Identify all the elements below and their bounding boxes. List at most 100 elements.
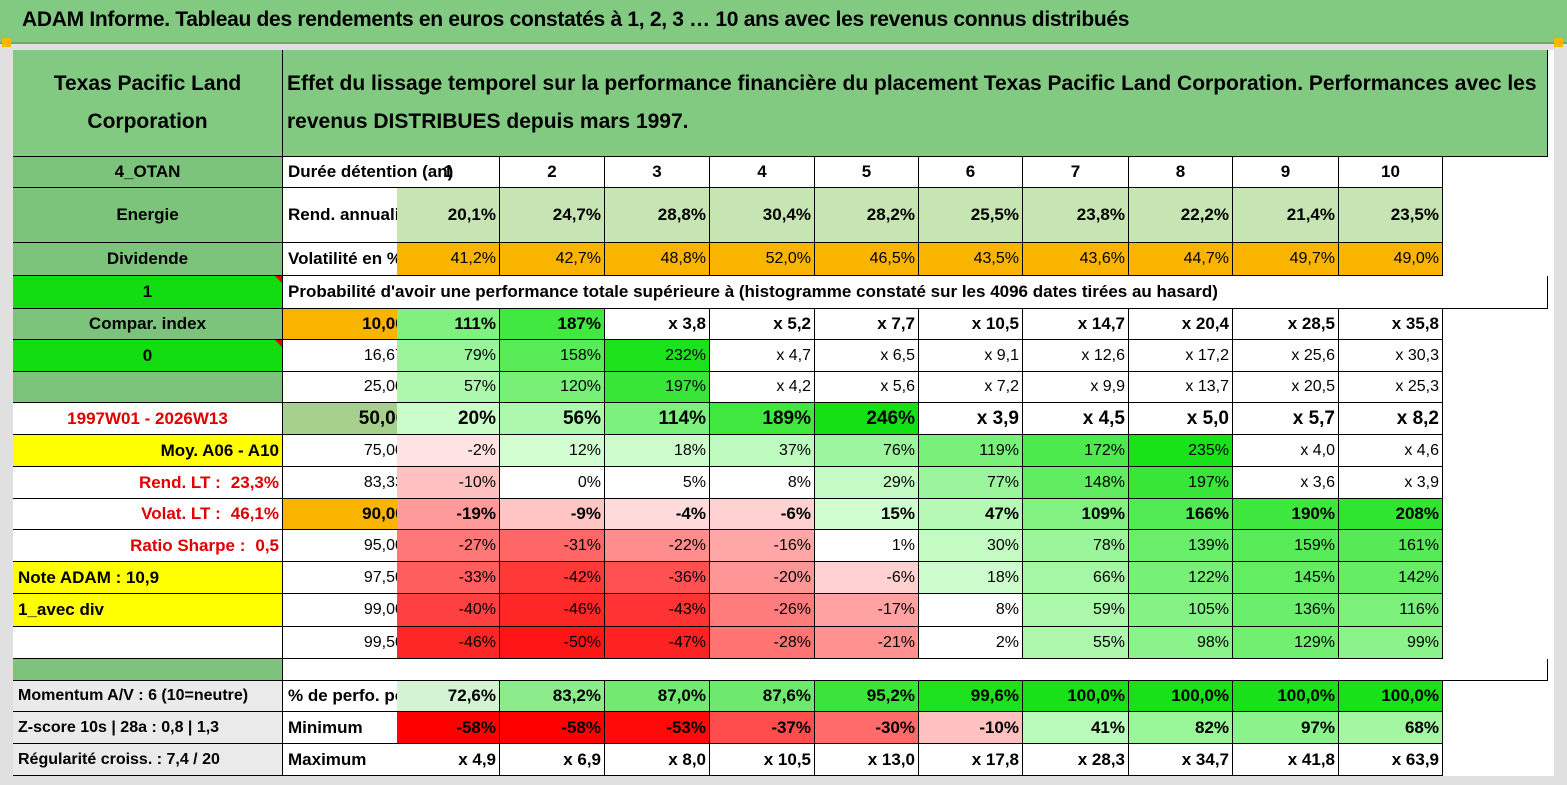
income-type: Dividende — [13, 243, 283, 276]
performance-value: 166% — [1129, 499, 1233, 530]
performance-value: -17% — [815, 594, 919, 627]
performance-value: -10% — [397, 467, 500, 499]
zscore-indicator: Z-score 10s | 28a : 0,8 | 1,3 — [13, 712, 283, 744]
annual-return-value: 20,1% — [397, 188, 500, 243]
performance-value: 142% — [1339, 562, 1443, 594]
performance-value: x 35,8 — [1339, 309, 1443, 340]
performance-value: 55% — [1023, 627, 1129, 659]
performance-value: 29% — [815, 467, 919, 499]
performance-value: -40% — [397, 594, 500, 627]
performance-value: x 5,6 — [815, 372, 919, 403]
performance-value: -31% — [500, 530, 605, 562]
performance-value: 98% — [1129, 627, 1233, 659]
performance-value: -16% — [710, 530, 815, 562]
summary-value: x 13,0 — [815, 744, 919, 776]
rend-lt-label: Rend. LT : — [138, 472, 221, 492]
summary-value: 100,0% — [1339, 681, 1443, 712]
performance-value: x 17,2 — [1129, 340, 1233, 372]
spacer-row — [283, 659, 1548, 681]
summary-value: -58% — [397, 712, 500, 744]
performance-value: 114% — [605, 403, 710, 435]
summary-value: -53% — [605, 712, 710, 744]
resize-handle-top-left[interactable] — [2, 38, 11, 47]
performance-value: 18% — [605, 435, 710, 467]
year-header: 6 — [919, 157, 1023, 188]
performance-value: x 25,6 — [1233, 340, 1339, 372]
annual-return-value: 28,8% — [605, 188, 710, 243]
volatility-value: 43,6% — [1023, 243, 1129, 276]
compar-index-label: Compar. index — [13, 309, 283, 340]
summary-value: 99,6% — [919, 681, 1023, 712]
summary-value: 87,6% — [710, 681, 815, 712]
summary-value: 83,2% — [500, 681, 605, 712]
performance-value: -9% — [500, 499, 605, 530]
performance-value: 78% — [1023, 530, 1129, 562]
performance-value: x 4,7 — [710, 340, 815, 372]
annual-return-value: 28,2% — [815, 188, 919, 243]
performance-value: -47% — [605, 627, 710, 659]
performance-value: 105% — [1129, 594, 1233, 627]
performance-value: 208% — [1339, 499, 1443, 530]
performance-value: 119% — [919, 435, 1023, 467]
performance-value: -6% — [710, 499, 815, 530]
volatility-value: 43,5% — [919, 243, 1023, 276]
flag-cell-2: 0 — [13, 340, 283, 372]
performance-value: 12% — [500, 435, 605, 467]
summary-value: 82% — [1129, 712, 1233, 744]
performance-value: 99% — [1339, 627, 1443, 659]
performance-value: 129% — [1233, 627, 1339, 659]
flag-cell-1: 1 — [13, 276, 283, 309]
performance-value: 187% — [500, 309, 605, 340]
performance-value: 148% — [1023, 467, 1129, 499]
sector-label: Energie — [13, 188, 283, 243]
performance-value: x 5,2 — [710, 309, 815, 340]
performance-value: 57% — [397, 372, 500, 403]
performance-value: x 6,5 — [815, 340, 919, 372]
performance-value: -4% — [605, 499, 710, 530]
probability-caption: Probabilité d'avoir une performance tota… — [283, 276, 1443, 309]
performance-value: -33% — [397, 562, 500, 594]
performance-table: Texas Pacific Land Corporation Effet du l… — [13, 50, 1554, 776]
year-header: 1 — [397, 157, 500, 188]
performance-value: 76% — [815, 435, 919, 467]
year-header: 7 — [1023, 157, 1129, 188]
performance-value: 116% — [1339, 594, 1443, 627]
performance-value: -26% — [710, 594, 815, 627]
performance-value: 111% — [397, 309, 500, 340]
sharpe-ratio-row: Ratio Sharpe : 0,5 — [13, 530, 283, 562]
resize-handle-top-right[interactable] — [1554, 38, 1563, 47]
performance-value: -27% — [397, 530, 500, 562]
performance-value: -2% — [397, 435, 500, 467]
summary-value: x 4,9 — [397, 744, 500, 776]
performance-value: 172% — [1023, 435, 1129, 467]
rend-lt-row: Rend. LT : 23,3% — [13, 467, 283, 499]
summary-value: x 17,8 — [919, 744, 1023, 776]
year-header: 8 — [1129, 157, 1233, 188]
average-label: Moy. A06 - A10 — [13, 435, 283, 467]
volatility-value: 49,0% — [1339, 243, 1443, 276]
performance-value: x 9,9 — [1023, 372, 1129, 403]
performance-value: -28% — [710, 627, 815, 659]
summary-value: x 8,0 — [605, 744, 710, 776]
volat-lt-value: 46,1% — [230, 504, 279, 523]
performance-value: x 25,3 — [1339, 372, 1443, 403]
performance-value: 232% — [605, 340, 710, 372]
summary-value: x 6,9 — [500, 744, 605, 776]
volat-lt-row: Volat. LT : 46,1% — [13, 499, 283, 530]
performance-value: 190% — [1233, 499, 1339, 530]
performance-value: x 5,0 — [1129, 403, 1233, 435]
summary-value: -30% — [815, 712, 919, 744]
summary-value: 100,0% — [1129, 681, 1233, 712]
empty-cell — [13, 627, 283, 659]
summary-value: x 28,3 — [1023, 744, 1129, 776]
annual-return-value: 30,4% — [710, 188, 815, 243]
performance-value: 235% — [1129, 435, 1233, 467]
sharpe-ratio-label: Ratio Sharpe : — [130, 535, 246, 555]
performance-value: x 3,9 — [1339, 467, 1443, 499]
summary-value: -37% — [710, 712, 815, 744]
performance-value: 0% — [500, 467, 605, 499]
volatility-value: 48,8% — [605, 243, 710, 276]
performance-value: 15% — [815, 499, 919, 530]
performance-value: x 3,6 — [1233, 467, 1339, 499]
year-header: 2 — [500, 157, 605, 188]
